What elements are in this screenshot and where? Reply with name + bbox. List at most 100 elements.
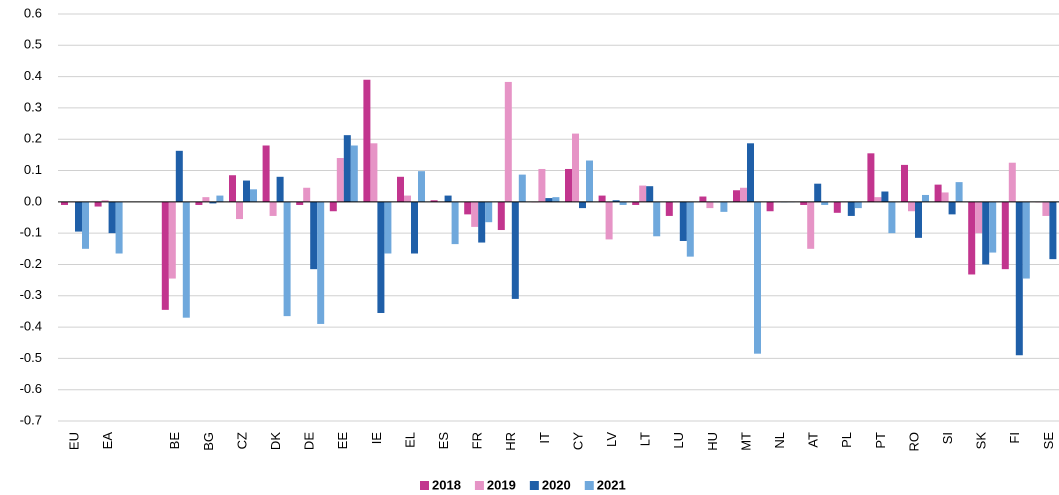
bar: [310, 201, 318, 270]
bar: [881, 191, 889, 202]
legend-swatch: [474, 481, 484, 490]
x-tick-label: EA: [100, 432, 115, 450]
y-tick-label: 0.6: [24, 5, 42, 20]
y-tick-label: -0.5: [20, 350, 42, 365]
bar: [968, 201, 976, 275]
legend-label: 2019: [487, 477, 516, 492]
bar: [538, 168, 546, 202]
y-tick-label: 0.5: [24, 37, 42, 52]
x-tick-label: HU: [705, 432, 720, 451]
bar: [632, 201, 640, 205]
bar: [451, 201, 459, 245]
bar: [1022, 201, 1030, 279]
x-tick-label: BG: [201, 432, 216, 451]
bar: [619, 201, 627, 205]
x-tick-label: LU: [671, 432, 686, 449]
bar: [639, 185, 647, 202]
x-tick-label: IE: [369, 432, 384, 445]
legend-swatch: [584, 481, 594, 490]
x-tick-label: BE: [167, 432, 182, 450]
y-tick-label: -0.4: [20, 319, 42, 334]
x-tick-label: EL: [402, 432, 417, 448]
bar: [821, 201, 829, 205]
bar: [1008, 162, 1016, 202]
x-tick-label: SI: [940, 432, 955, 444]
bar: [679, 201, 687, 241]
bar: [497, 201, 505, 231]
bar: [108, 201, 116, 234]
legend-label: 2021: [597, 477, 626, 492]
y-tick-label: 0.4: [24, 68, 42, 83]
bar: [411, 201, 418, 254]
bar: [699, 196, 707, 202]
y-tick-label: -0.1: [20, 225, 42, 240]
bar: [471, 201, 479, 227]
bar: [269, 201, 277, 216]
bar: [612, 200, 620, 202]
bar: [833, 201, 841, 213]
bar: [598, 195, 606, 202]
bar: [941, 192, 949, 202]
bar: [303, 187, 311, 202]
legend-swatch: [420, 481, 429, 490]
bar: [1042, 201, 1050, 216]
bar: [504, 81, 512, 202]
legend-swatch: [529, 481, 539, 490]
bar: [948, 201, 956, 215]
bar: [989, 201, 997, 253]
bar: [646, 186, 654, 202]
bar: [908, 201, 915, 212]
x-tick-label: CY: [570, 432, 585, 450]
x-tick-label: AT: [806, 432, 821, 448]
bar: [418, 171, 425, 202]
bar: [296, 201, 304, 205]
x-tick-label: SK: [974, 432, 989, 450]
bar: [236, 201, 243, 220]
bar: [766, 201, 774, 212]
bar: [317, 201, 325, 324]
x-tick-label: NL: [772, 432, 787, 449]
x-tick-label: EE: [335, 432, 350, 450]
bar: [343, 135, 351, 202]
x-tick-label: FR: [470, 432, 485, 449]
bar: [161, 201, 169, 310]
x-tick-label: FI: [1007, 432, 1022, 444]
bar: [888, 201, 896, 234]
bar: [464, 201, 472, 215]
x-tick-label: DK: [268, 432, 283, 450]
bar: [175, 150, 183, 202]
bar: [182, 201, 190, 318]
bar: [552, 197, 560, 202]
x-tick-label: EU: [66, 432, 81, 450]
y-tick-label: 0.2: [24, 131, 42, 146]
bar: [518, 174, 526, 202]
bar: [250, 189, 257, 202]
bar: [229, 175, 236, 202]
bar: [478, 201, 486, 243]
bar: [800, 201, 808, 205]
bar: [686, 201, 694, 257]
bar: [814, 183, 822, 202]
bar: [216, 195, 224, 202]
legend-label: 2018: [432, 477, 461, 492]
bar: [195, 201, 203, 205]
bar: [444, 195, 452, 202]
bar: [874, 197, 882, 202]
bar: [706, 201, 714, 209]
bar: [915, 201, 922, 238]
bar: [579, 201, 586, 209]
y-tick-label: 0.3: [24, 99, 42, 114]
bar: [262, 145, 270, 202]
bar: [807, 201, 815, 249]
legend-label: 2020: [542, 477, 571, 492]
bar: [511, 201, 519, 299]
bar: [720, 201, 728, 212]
bar: [1049, 201, 1057, 260]
bar: [922, 194, 929, 202]
y-tick-label: -0.7: [20, 412, 42, 427]
x-tick-label: SE: [1041, 432, 1056, 450]
x-tick-label: PT: [873, 432, 888, 449]
x-tick-label: RO: [906, 432, 921, 452]
bar: [283, 201, 291, 317]
x-tick-label: DE: [302, 432, 317, 450]
